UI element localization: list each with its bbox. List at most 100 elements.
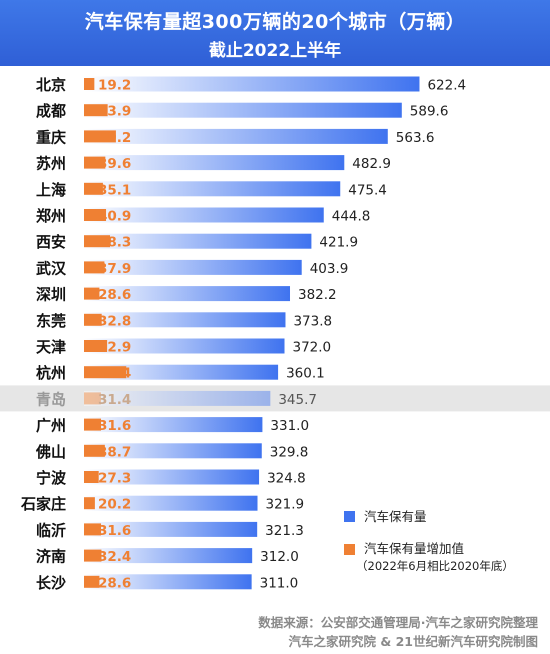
category-label: 苏州 — [36, 155, 66, 173]
bar-total — [84, 76, 420, 92]
category-label: 青岛 — [36, 390, 66, 408]
increase-value-label: 78.4 — [98, 366, 131, 382]
bar-increase — [84, 575, 100, 588]
increase-value-label: 31.6 — [98, 523, 131, 539]
category-label: 石家庄 — [20, 495, 66, 513]
bar-increase — [84, 497, 95, 510]
bar-total — [84, 102, 402, 118]
bar-total — [84, 548, 253, 564]
category-label: 长沙 — [36, 574, 66, 592]
category-label: 佛山 — [35, 443, 66, 461]
bar-total — [84, 574, 252, 590]
total-value-label: 563.6 — [396, 130, 435, 146]
highlight-row — [0, 385, 550, 412]
bar-total — [84, 495, 258, 511]
category-label: 济南 — [36, 548, 66, 566]
chart-subtitle: 截止2022上半年 — [208, 41, 342, 61]
bar-increase — [84, 182, 103, 195]
total-value-label: 482.9 — [352, 156, 391, 172]
legend-note-increase: （2022年6月相比2020年底） — [356, 559, 514, 573]
bar-total — [84, 443, 262, 459]
bar-increase — [84, 261, 105, 274]
bar-increase — [84, 340, 108, 352]
category-label: 东莞 — [36, 312, 66, 330]
bar-increase — [84, 523, 102, 536]
legend-swatch-increase — [344, 544, 355, 555]
category-label: 西安 — [36, 233, 66, 251]
bar-increase — [84, 156, 106, 169]
category-label: 临沂 — [36, 521, 66, 539]
chart-header: 汽车保有量超300万辆的20个城市（万辆） 截止2022上半年 — [0, 0, 550, 66]
increase-value-label: 48.3 — [98, 235, 131, 251]
source-line-1: 数据来源：公安部交通管理局·汽车之家研究院整理 — [257, 615, 538, 630]
bar-total — [84, 312, 286, 328]
category-label: 天津 — [36, 338, 66, 356]
increase-value-label: 28.6 — [98, 575, 131, 591]
increase-value-label: 42.9 — [98, 340, 131, 356]
category-label: 广州 — [36, 417, 66, 435]
legend-label-total: 汽车保有量 — [364, 509, 427, 524]
increase-value-label: 19.2 — [98, 78, 131, 94]
total-value-label: 321.3 — [265, 523, 304, 539]
total-value-label: 329.8 — [270, 444, 309, 460]
bar-total — [84, 155, 345, 171]
increase-value-label: 32.4 — [98, 549, 131, 565]
total-value-label: 382.2 — [298, 287, 337, 303]
bar-total — [84, 521, 258, 537]
category-label: 上海 — [36, 181, 66, 199]
total-value-label: 622.4 — [427, 78, 466, 94]
increase-value-label: 31.4 — [98, 392, 131, 408]
increase-value-label: 43.9 — [98, 104, 131, 120]
category-label: 成都 — [36, 102, 66, 120]
total-value-label: 589.6 — [410, 104, 449, 120]
total-value-label: 475.4 — [348, 182, 387, 198]
bar-increase — [84, 287, 100, 300]
increase-value-label: 37.9 — [98, 261, 131, 277]
total-value-label: 331.0 — [270, 418, 309, 434]
bar-total — [84, 469, 260, 485]
bar-increase — [84, 313, 102, 326]
category-label: 杭州 — [36, 364, 66, 382]
legend-swatch-total — [344, 511, 355, 522]
category-label: 武汉 — [36, 259, 67, 277]
bar-increase — [84, 471, 99, 483]
bar-increase — [84, 130, 116, 143]
bar-total — [84, 128, 388, 144]
bar-total — [84, 338, 285, 354]
bar-increase — [84, 104, 108, 117]
total-value-label: 311.0 — [260, 575, 299, 591]
increase-value-label: 38.7 — [98, 444, 131, 460]
total-value-label: 345.7 — [278, 392, 317, 408]
increase-value-label: 28.6 — [98, 287, 131, 303]
increase-value-label: 20.2 — [98, 497, 131, 513]
bar-increase — [84, 444, 105, 457]
category-label: 宁波 — [36, 469, 67, 487]
category-label: 北京 — [36, 76, 66, 94]
category-label: 重庆 — [36, 128, 66, 146]
increase-value-label: 32.8 — [98, 313, 131, 329]
bar-total — [84, 417, 263, 433]
bar-total — [84, 207, 324, 223]
total-value-label: 373.8 — [293, 313, 332, 329]
increase-value-label: 39.6 — [98, 156, 131, 172]
total-value-label: 421.9 — [319, 235, 358, 251]
bar-total — [84, 259, 302, 275]
total-value-label: 324.8 — [267, 471, 306, 487]
total-value-label: 312.0 — [260, 549, 299, 565]
legend-label-increase: 汽车保有量增加值 — [364, 541, 464, 556]
total-value-label: 372.0 — [293, 340, 332, 356]
increase-value-label: 40.9 — [98, 209, 131, 225]
bar-total — [84, 364, 279, 380]
category-label: 郑州 — [36, 207, 66, 225]
total-value-label: 403.9 — [310, 261, 349, 277]
bar-increase — [84, 418, 102, 431]
increase-value-label: 35.1 — [98, 182, 131, 198]
increase-value-label: 27.3 — [98, 471, 131, 487]
bar-total — [84, 181, 341, 197]
source-line-2: 汽车之家研究院 & 21世纪新汽车研究院制图 — [288, 634, 538, 649]
bar-total — [84, 233, 312, 249]
bar-total — [84, 286, 291, 302]
bar-increase — [84, 366, 127, 379]
total-value-label: 360.1 — [286, 366, 325, 382]
